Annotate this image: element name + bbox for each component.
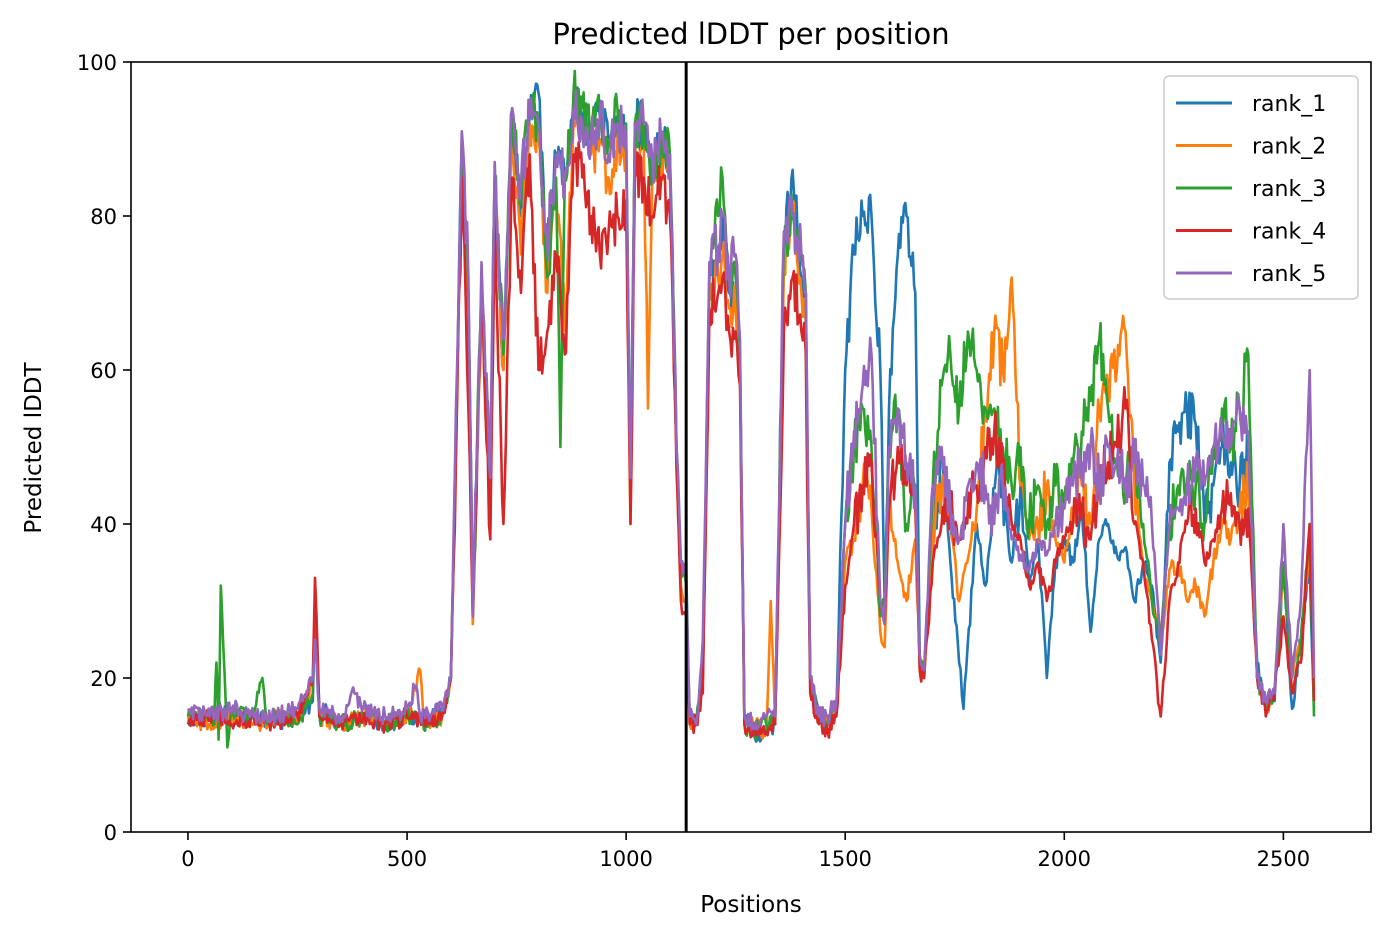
legend-label-rank_3: rank_3 xyxy=(1252,177,1326,202)
x-tick-label: 1500 xyxy=(818,847,871,871)
chart-title: Predicted lDDT per position xyxy=(552,17,949,51)
legend-label-rank_4: rank_4 xyxy=(1252,220,1326,245)
y-tick-label: 40 xyxy=(90,513,117,537)
legend: rank_1 rank_2 rank_3 rank_4 rank_5 xyxy=(1163,75,1359,300)
axes-ticks: 0 500 1000 1500 2000 2500 0 20 40 60 80 100 xyxy=(77,51,1310,871)
legend-box xyxy=(1163,75,1359,300)
y-tick-label: 60 xyxy=(90,359,117,383)
x-tick-label: 1000 xyxy=(599,847,652,871)
x-tick-label: 500 xyxy=(387,847,427,871)
x-tick-label: 2000 xyxy=(1038,847,1091,871)
legend-label-rank_1: rank_1 xyxy=(1252,92,1326,117)
y-tick-label: 80 xyxy=(90,205,117,229)
y-tick-label: 100 xyxy=(77,51,117,75)
plot-frame xyxy=(130,61,1372,833)
legend-label-rank_2: rank_2 xyxy=(1252,135,1326,160)
y-tick-label: 20 xyxy=(90,667,117,691)
series-layer xyxy=(186,69,1316,749)
x-tick-label: 0 xyxy=(181,847,194,871)
y-axis-label: Predicted lDDT xyxy=(21,361,47,533)
x-axis-label: Positions xyxy=(700,892,802,918)
y-tick-label: 0 xyxy=(104,821,117,845)
series-line-rank_5 xyxy=(186,89,1316,731)
x-tick-label: 2500 xyxy=(1257,847,1310,871)
legend-label-rank_5: rank_5 xyxy=(1252,262,1326,287)
